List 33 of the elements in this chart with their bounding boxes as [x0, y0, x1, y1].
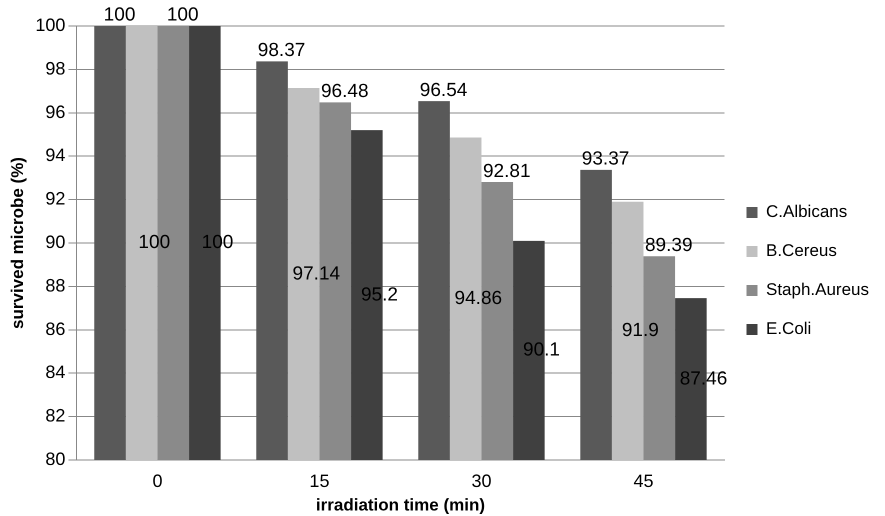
y-tick-label: 96	[45, 102, 66, 122]
x-tick-label: 15	[309, 470, 330, 491]
data-label: 93.37	[582, 148, 630, 170]
y-tick-label: 86	[45, 318, 66, 339]
legend-label: C.Albicans	[766, 202, 848, 222]
x-tick-label: 30	[471, 470, 492, 491]
data-label: 89.39	[644, 234, 693, 256]
data-label: 96.54	[420, 80, 468, 101]
y-tick-label: 94	[45, 145, 66, 166]
data-label: 96.48	[320, 81, 368, 102]
data-label: 100	[138, 232, 170, 254]
x-tick-label: 45	[633, 470, 654, 491]
y-tick-label: 98	[45, 58, 66, 78]
y-axis-title: survived microbe (%)	[8, 157, 27, 329]
y-tick-label: 100	[35, 14, 66, 35]
data-label: 100	[104, 4, 136, 26]
y-tick-label: 92	[45, 188, 66, 209]
data-label: 92.81	[482, 160, 531, 182]
y-tick-label: 82	[45, 406, 66, 426]
legend-label: E.Coli	[766, 319, 812, 338]
legend-label: Staph.Aureus	[766, 280, 870, 300]
legend-label: B.Cereus	[766, 241, 837, 260]
y-tick-label: 90	[45, 232, 66, 252]
data-label: 97.14	[292, 263, 340, 284]
x-tick-label: 0	[152, 470, 162, 491]
data-label: 94.86	[454, 288, 502, 310]
data-label: 100	[166, 4, 199, 26]
y-tick-label: 88	[45, 275, 66, 296]
y-tick-label: 84	[45, 362, 66, 382]
x-axis-title: irradiation time (min)	[316, 495, 485, 514]
data-label: 98.37	[258, 40, 306, 62]
y-tick-label: 80	[45, 448, 66, 469]
data-label: 91.9	[622, 320, 659, 342]
